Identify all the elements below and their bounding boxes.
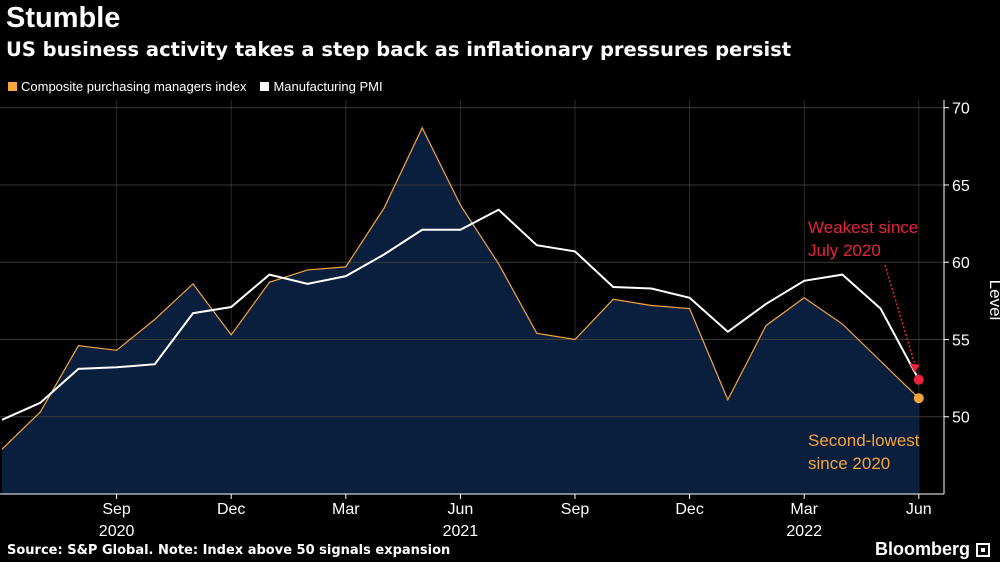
x-tick-label: Sep [102,501,131,518]
x-tick-label: Jun [448,501,474,518]
bloomberg-logo-icon [976,542,990,557]
endpoint-dot-composite [913,393,924,404]
legend-label-manufacturing: Manufacturing PMI [273,79,383,94]
legend: Composite purchasing managers index Manu… [8,79,383,94]
y-tick-label: 65 [952,178,970,195]
legend-item-composite: Composite purchasing managers index [8,79,246,94]
y-tick-label: 70 [952,101,970,118]
legend-item-manufacturing: Manufacturing PMI [260,79,383,94]
x-year-label: 2021 [443,523,479,540]
legend-label-composite: Composite purchasing managers index [21,79,247,94]
composite-area-fill [2,127,919,494]
brand: Bloomberg [875,539,990,560]
x-tick-label: Jun [906,501,932,518]
y-tick-label: 60 [952,255,970,272]
x-year-label: 2022 [786,523,822,540]
annotation-text-manufacturing: Weakest since [808,218,918,237]
annotation-text-manufacturing: July 2020 [808,241,881,260]
legend-swatch-manufacturing [260,82,270,91]
annotation-arrowhead-manufacturing [909,363,920,373]
y-tick-label: 50 [952,410,970,427]
annotation-arrow-manufacturing [884,264,917,368]
x-tick-label: Mar [790,501,818,518]
x-year-label: 2020 [99,523,135,540]
annotation-text-composite: since 2020 [808,454,890,473]
chart-title: Stumble [6,2,121,34]
brand-label: Bloomberg [874,539,970,559]
source-note: Source: S&P Global. Note: Index above 50… [7,543,451,558]
x-tick-label: Dec [675,501,703,518]
y-tick-label: 55 [952,332,970,349]
chart-subtitle: US business activity takes a step back a… [6,38,792,61]
x-tick-label: Mar [332,501,360,518]
series-line-composite [1,126,920,450]
y-axis-label: Level [986,280,1000,321]
legend-swatch-composite [8,82,17,91]
series-line-manufacturing [1,208,920,421]
x-tick-label: Dec [217,501,245,518]
endpoint-dot-manufacturing [913,374,924,385]
x-tick-label: Sep [561,501,590,518]
annotation-text-composite: Second-lowest [808,431,920,450]
